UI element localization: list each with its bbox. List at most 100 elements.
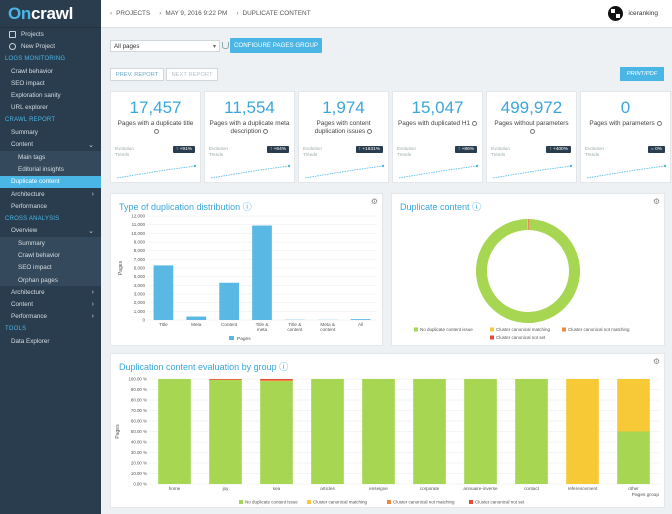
filter-icon[interactable] xyxy=(222,42,229,49)
legend-label: Pages xyxy=(237,336,251,342)
sidebar-item-content[interactable]: Content ⌄ xyxy=(0,139,101,151)
arrow-up-icon: ↑ xyxy=(549,147,552,152)
x-tick-label: Content xyxy=(221,322,238,327)
info-icon[interactable] xyxy=(154,128,159,134)
bar[interactable] xyxy=(186,316,207,320)
sidebar-item-data-explorer[interactable]: Data Explorer xyxy=(0,335,101,347)
sidebar-item-label: Crawl behavior xyxy=(18,251,60,259)
bar-segment[interactable] xyxy=(617,431,650,485)
bar-segment[interactable] xyxy=(209,380,242,484)
y-tick-label: 5,000 xyxy=(134,274,146,279)
sidebar-item-summary[interactable]: Summary xyxy=(0,237,101,250)
x-tick-label: home xyxy=(169,486,181,491)
sidebar-item-editorial-insights[interactable]: Editorial insights xyxy=(0,163,101,176)
sidebar-item-projects[interactable]: Projects xyxy=(0,28,101,40)
kpi-card[interactable]: 1,974 Pages with content duplication issu… xyxy=(298,91,389,183)
evolution-badge: ↑ +400% xyxy=(546,146,571,153)
sidebar-item-summary[interactable]: Summary xyxy=(0,126,101,138)
pages-select[interactable]: All pages ▾ xyxy=(110,40,220,52)
bar[interactable] xyxy=(252,225,272,320)
sidebar-item-main-tags[interactable]: Main tags xyxy=(0,150,101,164)
kpi-card[interactable]: 15,047 Pages with duplicated H1 Evolution … xyxy=(392,91,483,183)
chevron-right-icon: › xyxy=(91,313,94,321)
info-icon[interactable] xyxy=(530,128,535,134)
sidebar-item-new-project[interactable]: New Project xyxy=(0,40,101,52)
sidebar-item-url-explorer[interactable]: URL explorer xyxy=(0,102,101,114)
bar-segment[interactable] xyxy=(260,380,293,382)
prev-report-button[interactable]: PREV. REPORT xyxy=(110,68,164,81)
y-tick-label: 50.00 % xyxy=(131,429,147,434)
chevron-down-icon: ⌄ xyxy=(88,141,94,149)
sidebar-item-architecture[interactable]: Architecture › xyxy=(0,286,101,298)
donut-slice[interactable] xyxy=(476,219,580,323)
info-icon[interactable]: ⓘ xyxy=(242,202,252,212)
y-tick-label: 70.00 % xyxy=(131,408,147,413)
donut-slice[interactable] xyxy=(528,219,529,231)
sidebar-item-crawl-behavior[interactable]: Crawl behavior xyxy=(0,249,101,262)
donut-slice[interactable] xyxy=(527,219,529,231)
bar-segment[interactable] xyxy=(617,379,650,432)
sidebar-item-seo-impact[interactable]: SEO impact xyxy=(0,77,101,89)
bar-segment[interactable] xyxy=(515,379,548,484)
kpi-value: 11,554 xyxy=(224,98,275,117)
bar[interactable] xyxy=(350,319,371,320)
kpi-card[interactable]: 17,457 Pages with a duplicate title Evolut… xyxy=(110,91,201,183)
kpi-card[interactable]: 0 Pages with parameters Evolution Trends = … xyxy=(580,91,671,183)
bar-segment[interactable] xyxy=(566,379,599,484)
sidebar-item-label: Architecture xyxy=(11,288,45,296)
bar-segment[interactable] xyxy=(209,379,242,381)
configure-pages-group-button[interactable]: CONFIGURE PAGES GROUP xyxy=(230,38,322,53)
print-pdf-button[interactable]: PRINT/PDF xyxy=(620,67,664,81)
next-report-button[interactable]: NEXT REPORT xyxy=(166,68,218,81)
info-icon[interactable] xyxy=(367,128,373,134)
bar-segment[interactable] xyxy=(260,379,293,381)
info-icon[interactable] xyxy=(656,120,662,126)
bar-segment[interactable] xyxy=(260,381,293,484)
sidebar-item-overview[interactable]: Overview ⌄ xyxy=(0,225,101,237)
y-tick-label: 2,000 xyxy=(134,300,146,305)
breadcrumb-date[interactable]: › MAY 9, 2016 9:22 PM xyxy=(159,10,228,17)
bar-segment[interactable] xyxy=(464,379,497,484)
legend-label: Cluster canonical matching xyxy=(496,327,551,332)
sidebar: On crawl Projects New Project LOGS MONITORI… xyxy=(0,0,101,514)
info-icon[interactable]: ⓘ xyxy=(472,202,482,212)
info-icon[interactable] xyxy=(263,128,269,134)
bar[interactable] xyxy=(153,265,174,320)
sidebar-section-heading: LOGS MONITORING xyxy=(5,55,66,62)
sidebar-item-duplicate-content[interactable]: Duplicate content xyxy=(0,175,101,188)
user-menu[interactable]: iceranking xyxy=(608,6,658,21)
gear-icon[interactable]: ⚙ xyxy=(370,197,378,206)
kpi-value: 17,457 xyxy=(129,98,182,117)
sidebar-item-crawl-behavior[interactable]: Crawl behavior xyxy=(0,65,101,77)
bar-segment[interactable] xyxy=(209,379,242,380)
legend-swatch xyxy=(490,335,494,340)
sidebar-item-performance[interactable]: Performance xyxy=(0,200,101,212)
sidebar-item-label: Summary xyxy=(18,239,45,247)
x-tick-label: corporate xyxy=(420,486,440,491)
sidebar-item-label: Content xyxy=(11,141,34,149)
legend-swatch xyxy=(239,500,243,504)
breadcrumb-projects[interactable]: › PROJECTS xyxy=(110,10,151,17)
gear-icon[interactable]: ⚙ xyxy=(652,197,660,206)
y-tick-label: 3,000 xyxy=(134,292,146,297)
info-icon[interactable] xyxy=(472,120,478,126)
sidebar-item-architecture[interactable]: Architecture › xyxy=(0,188,101,200)
sidebar-item-performance[interactable]: Performance › xyxy=(0,311,101,323)
bar-segment[interactable] xyxy=(311,379,344,484)
bar-segment[interactable] xyxy=(158,379,191,484)
x-tick-label: annuaire-inverse xyxy=(463,486,498,491)
sidebar-item-label: Crawl behavior xyxy=(11,67,53,75)
gear-icon[interactable]: ⚙ xyxy=(652,357,660,366)
sidebar-item-content[interactable]: Content › xyxy=(0,299,101,311)
sidebar-item-exploration-sanity[interactable]: Exploration sanity xyxy=(0,89,101,101)
kpi-card[interactable]: 11,554 Pages with a duplicate meta descri… xyxy=(204,91,295,183)
kpi-card[interactable]: 499,972 Pages without parameters Evolution… xyxy=(486,91,577,183)
bar-segment[interactable] xyxy=(413,379,446,484)
sidebar-item-orphan-pages[interactable]: Orphan pages xyxy=(0,273,101,287)
bar[interactable] xyxy=(219,282,239,320)
panel-title: Duplication content evaluation by group xyxy=(119,362,277,372)
bar-segment[interactable] xyxy=(362,379,395,484)
info-icon[interactable]: ⓘ xyxy=(279,362,289,372)
sidebar-item-seo-impact[interactable]: SEO impact xyxy=(0,261,101,274)
oncrawl-logo[interactable]: On crawl xyxy=(0,0,101,28)
